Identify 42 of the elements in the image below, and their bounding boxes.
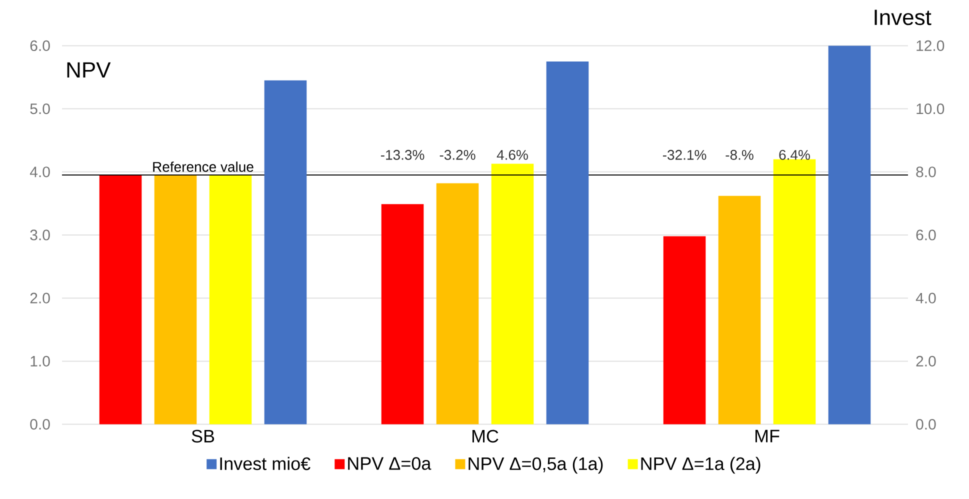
y-tick-label: 2.0 [30,292,50,304]
y2-tick-label: 8.0 [916,166,936,178]
y-axis-title: NPV [67,62,111,78]
bar [264,80,307,424]
y2-tick-label: 2.0 [916,356,936,367]
legend-label: NPV Δ=1a (2a) [641,456,760,474]
legend-label: NPV Δ=0a [348,457,432,470]
annotation: -32.1% [662,150,706,160]
y-tick-label: 6.0 [30,40,50,52]
y2-axis-title: Invest [874,10,932,26]
bar [546,61,589,424]
y2-tick-label: 12.0 [916,40,944,52]
ref-line-label: Reference value [153,162,254,172]
annotation: 4.6% [496,150,528,160]
annotation: 6.4% [779,150,810,160]
y-tick-label: 1.0 [30,356,50,367]
bar [381,204,424,424]
y-tick-label: 0.0 [30,418,50,430]
y2-tick-label: 10.0 [916,103,944,114]
bar [436,183,479,424]
y2-tick-label: 6.0 [916,230,936,240]
annotation: -13.3% [380,150,424,160]
bar [773,159,816,424]
annotation: -8.% [726,150,754,160]
legend-label: Invest mio€ [220,456,310,470]
x-tick-label: SB [192,430,214,443]
y2-tick-label: 4.0 [916,292,936,304]
y-tick-label: 3.0 [30,230,50,240]
x-tick-label: MF [755,430,780,442]
bar [209,175,252,424]
y-tick-label: 4.0 [30,166,50,178]
annotation: -3.2% [440,150,476,160]
bar [491,164,534,424]
y2-tick-label: 0.0 [916,418,936,430]
bar [663,236,706,424]
bar [99,175,142,424]
bar [718,196,761,424]
y-tick-label: 5.0 [30,103,50,114]
legend-label: NPV Δ=0,5a (1a) [468,456,603,474]
bar [154,175,197,424]
x-tick-label: MC [472,430,498,443]
bar [828,46,871,424]
